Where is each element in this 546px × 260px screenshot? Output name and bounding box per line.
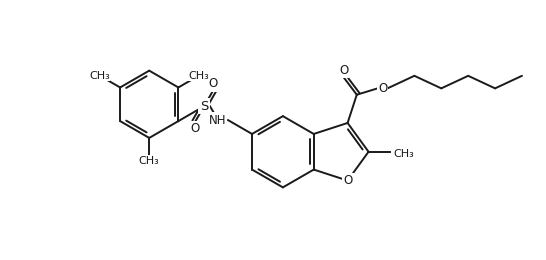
Text: O: O <box>343 174 352 187</box>
Text: CH₃: CH₃ <box>89 70 110 81</box>
Text: CH₃: CH₃ <box>393 149 414 159</box>
Text: CH₃: CH₃ <box>139 156 159 166</box>
Text: O: O <box>209 77 218 90</box>
Text: O: O <box>339 64 348 77</box>
Text: O: O <box>378 82 387 95</box>
Text: CH₃: CH₃ <box>188 70 209 81</box>
Text: O: O <box>191 122 200 135</box>
Text: S: S <box>200 100 208 113</box>
Text: NH: NH <box>209 114 226 127</box>
